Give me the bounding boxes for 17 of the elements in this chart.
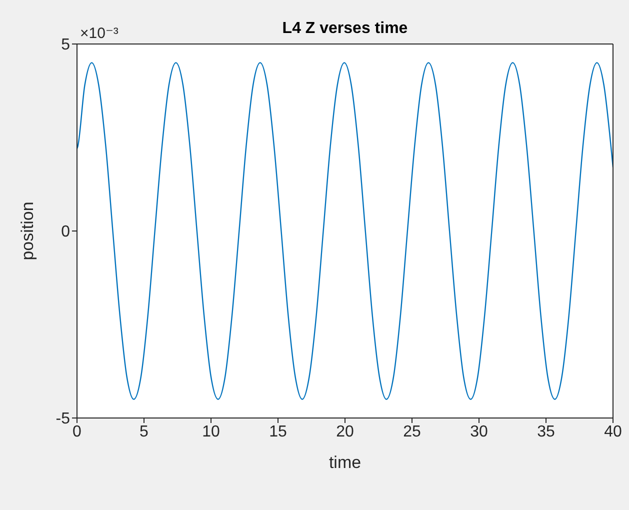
y-tick-label: 5	[61, 36, 70, 54]
x-tick-label: 20	[336, 423, 354, 440]
chart-title: L4 Z verses time	[282, 20, 408, 37]
text: ×10⁻³	[80, 24, 118, 42]
x-tick-label: 40	[604, 423, 622, 440]
x-tick-label: 30	[470, 423, 488, 440]
y-tick-label: -5	[56, 410, 70, 428]
x-tick-label: 25	[403, 423, 421, 440]
x-tick-label: 5	[140, 423, 149, 440]
x-tick-label: 0	[72, 423, 82, 440]
x-tick-label: 10	[202, 423, 220, 440]
x-tick-label: 35	[537, 423, 555, 440]
x-tick-label: 15	[269, 423, 287, 440]
x-axis-title: time	[328, 453, 362, 472]
y-axis-title: position	[18, 202, 38, 260]
y-tick-label: 0	[61, 224, 70, 241]
line-series	[77, 62, 613, 400]
